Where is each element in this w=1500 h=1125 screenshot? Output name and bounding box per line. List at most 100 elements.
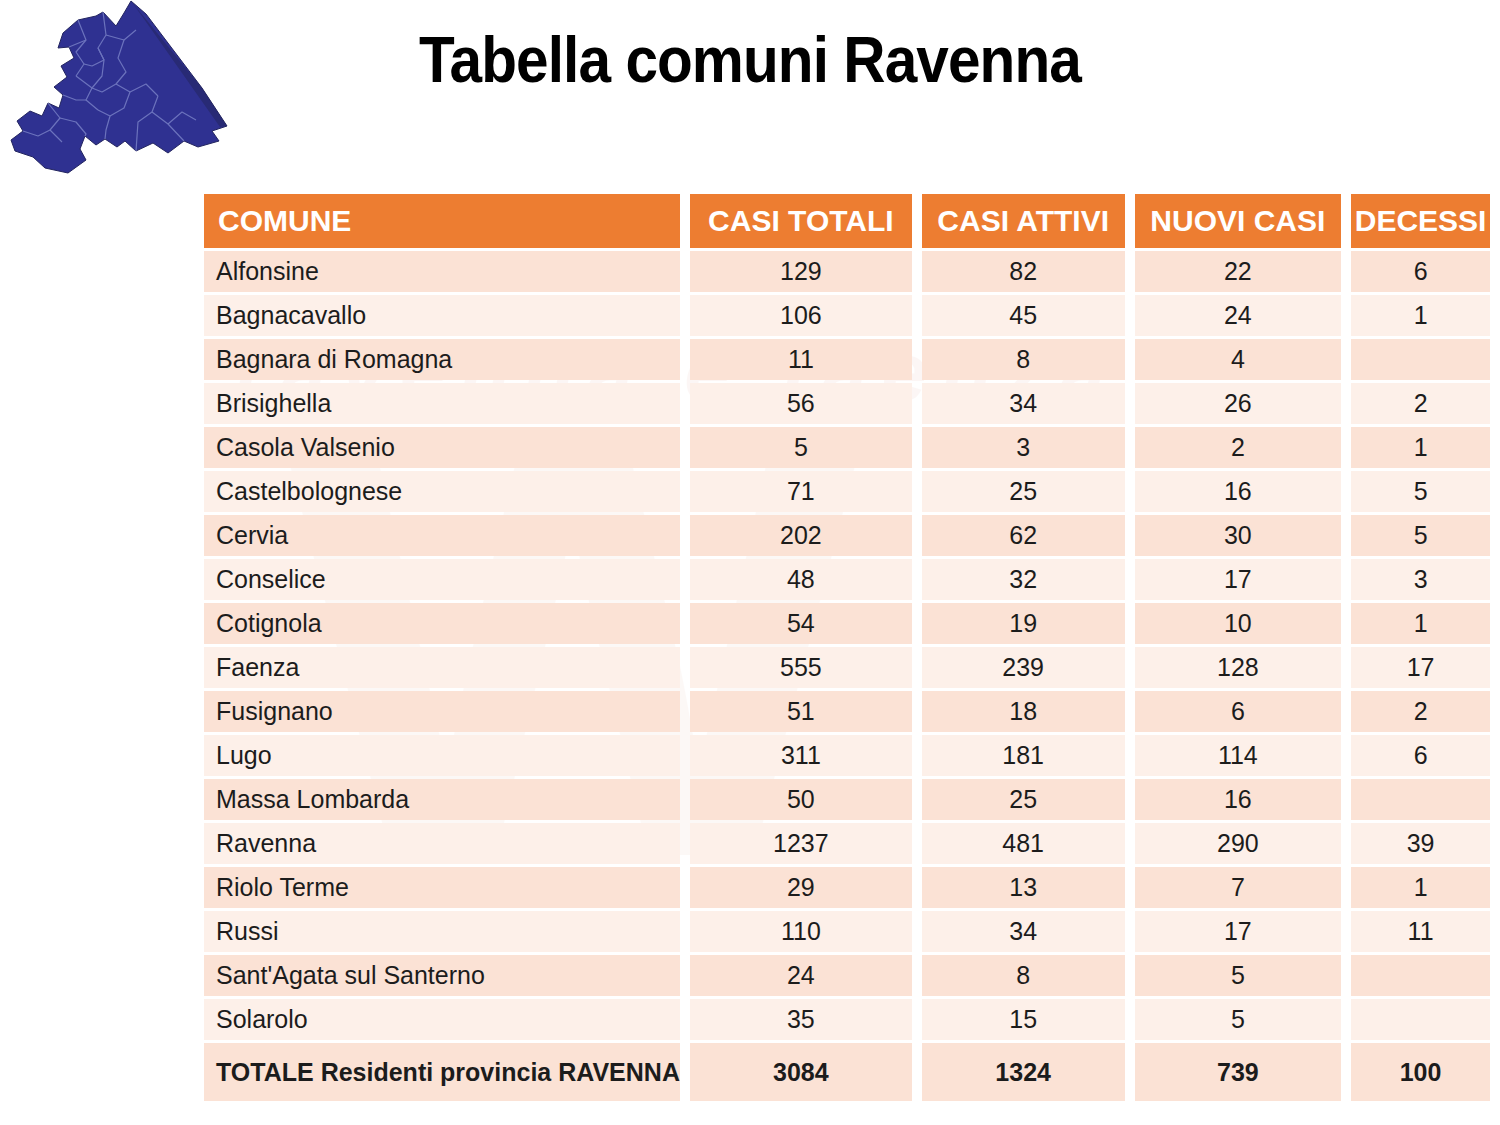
table-row: Ravenna123748129039 [204,823,1490,864]
cell-value: 4 [1135,339,1342,380]
cell-value: 2 [1351,383,1490,424]
cell-value: 24 [690,955,912,996]
cell-comune: Cotignola [204,603,680,644]
cell-comune: Castelbolognese [204,471,680,512]
cell-value: 3 [922,427,1125,468]
cell-value: 39 [1351,823,1490,864]
cell-value: 6 [1351,251,1490,292]
cell-value: 5 [690,427,912,468]
cell-comune: Fusignano [204,691,680,732]
cell-value: 16 [1135,779,1342,820]
cell-value: 17 [1135,911,1342,952]
table-row: Bagnara di Romagna1184 [204,339,1490,380]
cell-value: 8 [922,955,1125,996]
table-row: Sant'Agata sul Santerno2485 [204,955,1490,996]
cell-value: 15 [922,999,1125,1040]
table-row: Conselice4832173 [204,559,1490,600]
cell-comune: Faenza [204,647,680,688]
cell-comune: Lugo [204,735,680,776]
cell-value: 19 [922,603,1125,644]
cell-value: 16 [1135,471,1342,512]
table-header-row: COMUNE CASI TOTALI CASI ATTIVI NUOVI CAS… [204,194,1490,248]
cell-value: 1 [1351,867,1490,908]
table-total-row: TOTALE Residenti provincia RAVENNA308413… [204,1043,1490,1101]
cell-value: 11 [1351,911,1490,952]
column-header-casi-attivi: CASI ATTIVI [922,194,1125,248]
cell-value: 3084 [690,1043,912,1101]
cell-value: 22 [1135,251,1342,292]
cell-value: 45 [922,295,1125,336]
cell-value: 56 [690,383,912,424]
cell-value: 82 [922,251,1125,292]
cell-value: 6 [1135,691,1342,732]
cell-value: 739 [1135,1043,1342,1101]
cell-value: 34 [922,911,1125,952]
cell-value: 17 [1351,647,1490,688]
cell-value: 48 [690,559,912,600]
table-row: Castelbolognese7125165 [204,471,1490,512]
cell-comune: Ravenna [204,823,680,864]
cell-value: 239 [922,647,1125,688]
table-body: Alfonsine12982226Bagnacavallo10645241Bag… [204,251,1490,1101]
cell-value: 555 [690,647,912,688]
table-row: Cervia20262305 [204,515,1490,556]
table-row: Solarolo35155 [204,999,1490,1040]
table-row: Faenza55523912817 [204,647,1490,688]
cell-value: 1 [1351,295,1490,336]
cell-value: 62 [922,515,1125,556]
cell-value: 29 [690,867,912,908]
cell-value: 26 [1135,383,1342,424]
cell-value: 290 [1135,823,1342,864]
cell-comune: Bagnacavallo [204,295,680,336]
comuni-table: COMUNE CASI TOTALI CASI ATTIVI NUOVI CAS… [194,191,1500,1104]
cell-value: 17 [1135,559,1342,600]
cell-comune: Casola Valsenio [204,427,680,468]
cell-value: 5 [1351,515,1490,556]
table-row: Brisighella5634262 [204,383,1490,424]
cell-comune: Riolo Terme [204,867,680,908]
cell-value [1351,955,1490,996]
table-row: Alfonsine12982226 [204,251,1490,292]
cell-value: 100 [1351,1043,1490,1101]
cell-comune: Sant'Agata sul Santerno [204,955,680,996]
cell-comune: Bagnara di Romagna [204,339,680,380]
cell-value: 71 [690,471,912,512]
cell-value: 311 [690,735,912,776]
cell-value: 30 [1135,515,1342,556]
comuni-table-container: COMUNE CASI TOTALI CASI ATTIVI NUOVI CAS… [194,191,1500,1104]
cell-comune: Brisighella [204,383,680,424]
table-row: Massa Lombarda502516 [204,779,1490,820]
cell-value: 106 [690,295,912,336]
cell-value: 8 [922,339,1125,380]
column-header-casi-totali: CASI TOTALI [690,194,912,248]
page-title: Tabella comuni Ravenna [75,22,1425,97]
column-header-comune: COMUNE [204,194,680,248]
cell-value: 2 [1135,427,1342,468]
table-row: Bagnacavallo10645241 [204,295,1490,336]
cell-value: 114 [1135,735,1342,776]
cell-value: 54 [690,603,912,644]
cell-value: 1324 [922,1043,1125,1101]
cell-value: 3 [1351,559,1490,600]
cell-value: 5 [1135,955,1342,996]
cell-value: 110 [690,911,912,952]
cell-value: 6 [1351,735,1490,776]
cell-value: 32 [922,559,1125,600]
cell-value: 7 [1135,867,1342,908]
cell-value: 34 [922,383,1125,424]
cell-comune: Russi [204,911,680,952]
cell-value: 13 [922,867,1125,908]
cell-comune: Cervia [204,515,680,556]
cell-comune: Alfonsine [204,251,680,292]
cell-value [1351,999,1490,1040]
cell-comune: TOTALE Residenti provincia RAVENNA [204,1043,680,1101]
table-row: Lugo3111811146 [204,735,1490,776]
cell-value: 5 [1135,999,1342,1040]
cell-value: 129 [690,251,912,292]
cell-comune: Conselice [204,559,680,600]
table-row: Cotignola5419101 [204,603,1490,644]
cell-value: 1 [1351,427,1490,468]
cell-value [1351,779,1490,820]
cell-value: 51 [690,691,912,732]
cell-value: 128 [1135,647,1342,688]
